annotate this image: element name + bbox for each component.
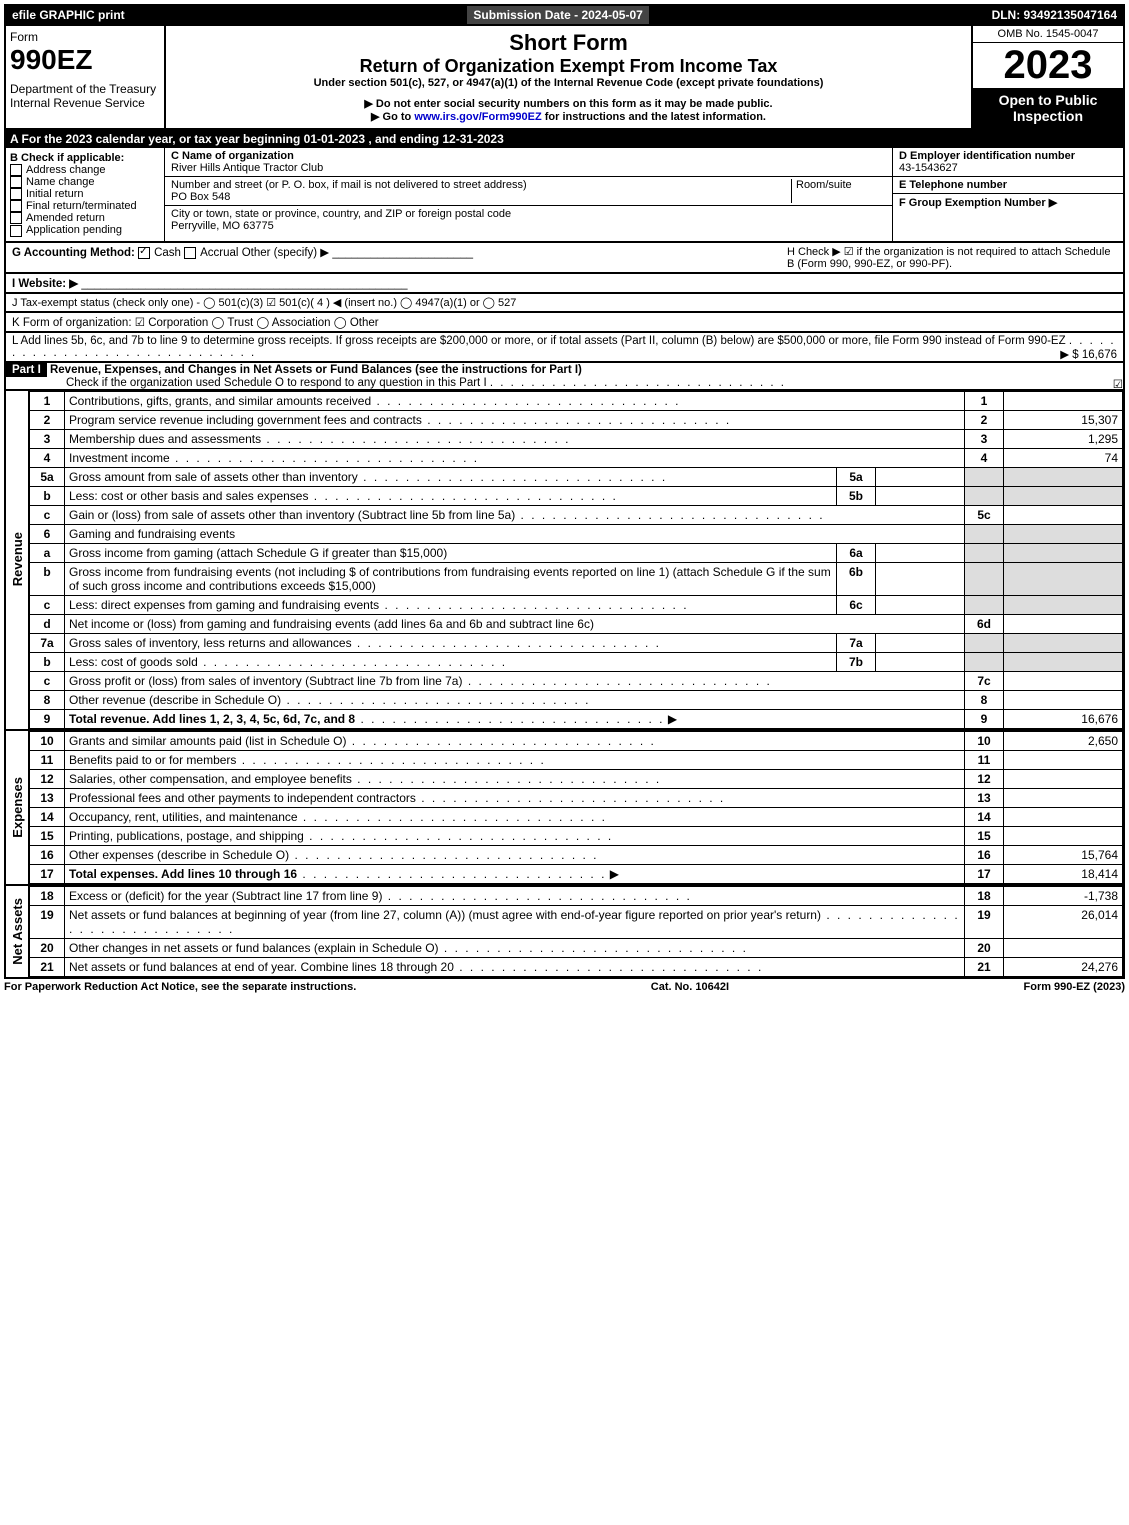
line-6d: dNet income or (loss) from gaming and fu…: [30, 614, 1123, 633]
part1-check-text: Check if the organization used Schedule …: [6, 377, 487, 389]
chk-amended-return[interactable]: Amended return: [10, 212, 160, 224]
line-6b: bGross income from fundraising events (n…: [30, 562, 1123, 595]
title-return: Return of Organization Exempt From Incom…: [170, 56, 967, 77]
revenue-section: Revenue 1Contributions, gifts, grants, a…: [4, 391, 1125, 731]
e-phone-label: E Telephone number: [899, 179, 1007, 191]
line-13: 13Professional fees and other payments t…: [30, 788, 1123, 807]
chk-name-change[interactable]: Name change: [10, 176, 160, 188]
chk-final-return[interactable]: Final return/terminated: [10, 200, 160, 212]
side-revenue: Revenue: [10, 532, 25, 586]
netassets-section: Net Assets 18Excess or (deficit) for the…: [4, 886, 1125, 979]
room-suite-label: Room/suite: [792, 179, 886, 203]
dln: DLN: 93492135047164: [986, 6, 1123, 24]
line-7b: bLess: cost of goods sold7b: [30, 652, 1123, 671]
chk-address-change[interactable]: Address change: [10, 164, 160, 176]
info-grid: B Check if applicable: Address change Na…: [4, 148, 1125, 243]
line-2: 2Program service revenue including gover…: [30, 410, 1123, 429]
line-3: 3Membership dues and assessments31,295: [30, 429, 1123, 448]
line-14: 14Occupancy, rent, utilities, and mainte…: [30, 807, 1123, 826]
row-g-h: G Accounting Method: Cash Accrual Other …: [4, 243, 1125, 274]
row-i: I Website: ▶ ___________________________…: [4, 274, 1125, 294]
row-l: L Add lines 5b, 6c, and 7b to line 9 to …: [4, 333, 1125, 363]
line-4: 4Investment income474: [30, 448, 1123, 467]
h-text: H Check ▶ ☑ if the organization is not r…: [787, 245, 1117, 270]
row-k: K Form of organization: ☑ Corporation ◯ …: [4, 313, 1125, 333]
open-to-public: Open to Public Inspection: [973, 88, 1123, 128]
part1-bar: Part I Revenue, Expenses, and Changes in…: [4, 363, 1125, 391]
form-word: Form: [10, 30, 160, 44]
subtitle: Under section 501(c), 527, or 4947(a)(1)…: [170, 77, 967, 89]
row-j: J Tax-exempt status (check only one) - ◯…: [4, 294, 1125, 313]
title-short-form: Short Form: [170, 30, 967, 56]
part1-label: Part I: [6, 363, 47, 377]
line-19: 19Net assets or fund balances at beginni…: [30, 905, 1123, 938]
line-5a: 5aGross amount from sale of assets other…: [30, 467, 1123, 486]
top-bar: efile GRAPHIC print Submission Date - 20…: [4, 4, 1125, 26]
line-15: 15Printing, publications, postage, and s…: [30, 826, 1123, 845]
c-city-label: City or town, state or province, country…: [171, 208, 511, 220]
d-ein-value: 43-1543627: [899, 162, 958, 174]
line-18: 18Excess or (deficit) for the year (Subt…: [30, 886, 1123, 905]
line-6c: cLess: direct expenses from gaming and f…: [30, 595, 1123, 614]
submission-date: Submission Date - 2024-05-07: [467, 6, 648, 24]
efile-link[interactable]: efile GRAPHIC print: [6, 6, 131, 24]
org-name: River Hills Antique Tractor Club: [171, 162, 323, 174]
chk-application-pending[interactable]: Application pending: [10, 224, 160, 236]
side-netassets: Net Assets: [10, 898, 25, 965]
l-amount: ▶ $ 16,676: [1060, 347, 1117, 361]
chk-initial-return[interactable]: Initial return: [10, 188, 160, 200]
line-6a: aGross income from gaming (attach Schedu…: [30, 543, 1123, 562]
part1-checked[interactable]: ☑: [1113, 377, 1123, 391]
warn-ssn: ▶ Do not enter social security numbers o…: [170, 97, 967, 110]
footer-right: Form 990-EZ (2023): [1024, 981, 1125, 993]
org-street: PO Box 548: [171, 191, 230, 203]
form-number: 990EZ: [10, 44, 160, 76]
footer: For Paperwork Reduction Act Notice, see …: [4, 979, 1125, 995]
line-16: 16Other expenses (describe in Schedule O…: [30, 845, 1123, 864]
section-b-label: B Check if applicable:: [10, 152, 160, 164]
chk-cash[interactable]: [138, 247, 150, 259]
line-10: 10Grants and similar amounts paid (list …: [30, 731, 1123, 750]
irs-link[interactable]: www.irs.gov/Form990EZ: [414, 111, 541, 123]
g-label: G Accounting Method:: [12, 247, 135, 259]
line-12: 12Salaries, other compensation, and empl…: [30, 769, 1123, 788]
line-8: 8Other revenue (describe in Schedule O)8: [30, 690, 1123, 709]
line-21: 21Net assets or fund balances at end of …: [30, 957, 1123, 976]
line-7c: cGross profit or (loss) from sales of in…: [30, 671, 1123, 690]
section-a-bar: A For the 2023 calendar year, or tax yea…: [4, 130, 1125, 148]
tax-year: 2023: [973, 43, 1123, 88]
line-20: 20Other changes in net assets or fund ba…: [30, 938, 1123, 957]
c-street-label: Number and street (or P. O. box, if mail…: [171, 179, 527, 191]
form-header: Form 990EZ Department of the Treasury In…: [4, 26, 1125, 130]
expenses-section: Expenses 10Grants and similar amounts pa…: [4, 731, 1125, 886]
line-1: 1Contributions, gifts, grants, and simil…: [30, 391, 1123, 410]
line-6: 6Gaming and fundraising events: [30, 524, 1123, 543]
warn-goto: ▶ Go to www.irs.gov/Form990EZ for instru…: [170, 110, 967, 123]
f-group-label: F Group Exemption Number ▶: [899, 197, 1057, 209]
chk-accrual[interactable]: [184, 247, 196, 259]
part1-title: Revenue, Expenses, and Changes in Net As…: [50, 364, 582, 376]
line-17: 17Total expenses. Add lines 10 through 1…: [30, 864, 1123, 883]
line-11: 11Benefits paid to or for members11: [30, 750, 1123, 769]
line-9: 9Total revenue. Add lines 1, 2, 3, 4, 5c…: [30, 709, 1123, 728]
omb-number: OMB No. 1545-0047: [973, 26, 1123, 43]
line-5b: bLess: cost or other basis and sales exp…: [30, 486, 1123, 505]
c-name-label: C Name of organization: [171, 150, 294, 162]
org-city: Perryville, MO 63775: [171, 220, 274, 232]
dept-label: Department of the Treasury Internal Reve…: [10, 82, 160, 110]
side-expenses: Expenses: [10, 777, 25, 838]
line-7a: 7aGross sales of inventory, less returns…: [30, 633, 1123, 652]
footer-left: For Paperwork Reduction Act Notice, see …: [4, 981, 356, 993]
d-ein-label: D Employer identification number: [899, 150, 1075, 162]
footer-center: Cat. No. 10642I: [651, 981, 729, 993]
line-5c: cGain or (loss) from sale of assets othe…: [30, 505, 1123, 524]
